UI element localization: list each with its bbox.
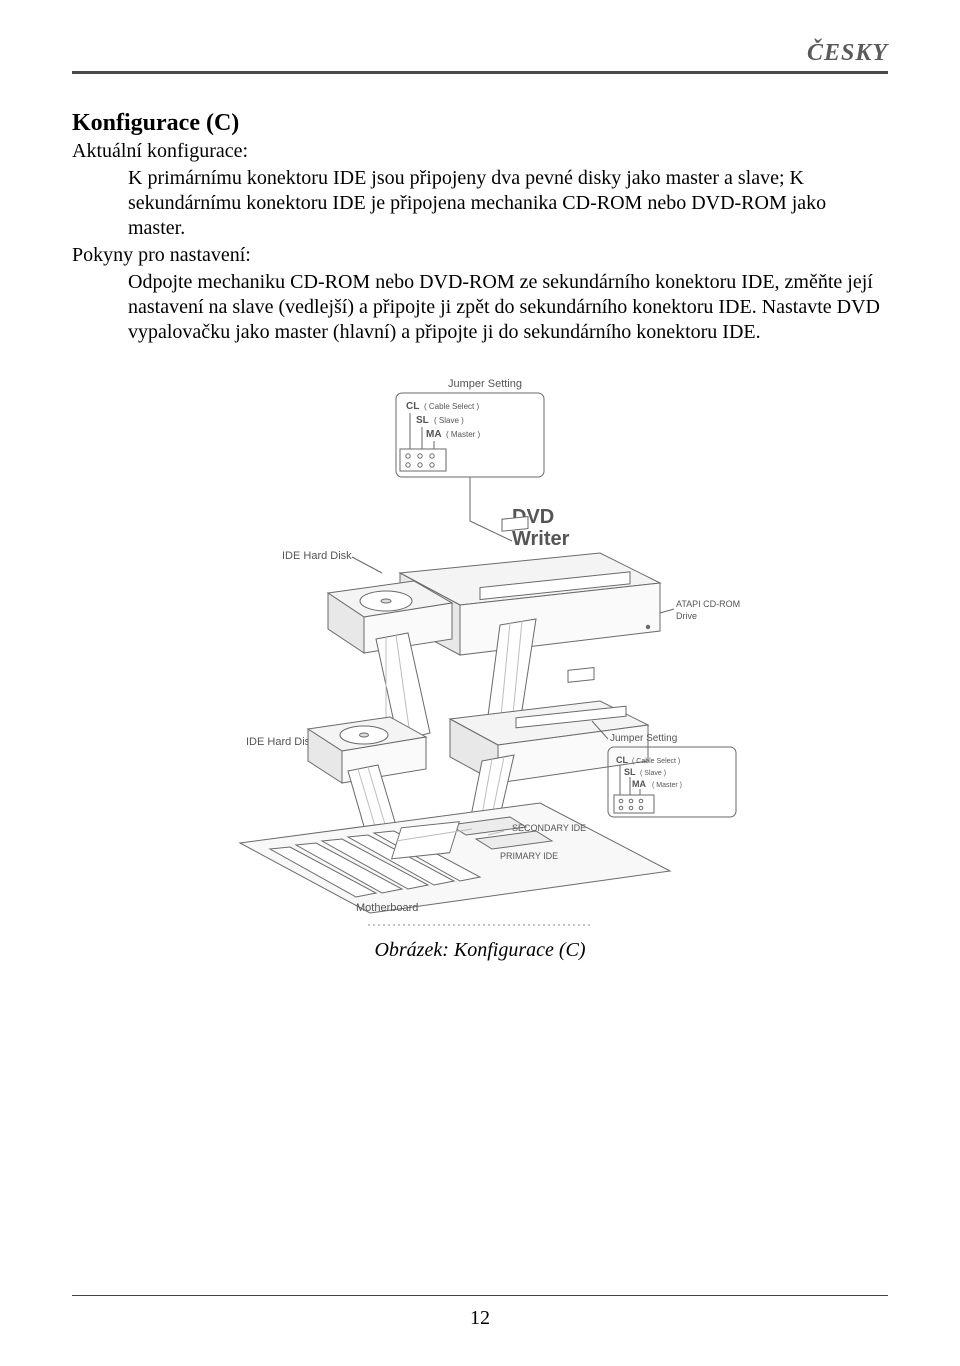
label-ma-desc: ( Master ) bbox=[446, 430, 481, 439]
instructions-label: Pokyny pro nastavení: bbox=[72, 243, 888, 268]
page-number: 12 bbox=[0, 1307, 960, 1330]
label-atapi-1: ATAPI CD-ROM bbox=[676, 599, 740, 609]
label-sl: SL bbox=[416, 415, 429, 426]
label-atapi-2: Drive bbox=[676, 611, 697, 621]
label-ma: MA bbox=[426, 429, 442, 440]
label-jumper-top: Jumper Setting bbox=[448, 378, 522, 390]
configuration-diagram: Jumper Setting CL ( Cable Select ) SL ( … bbox=[200, 373, 760, 933]
header-language: ČESKY bbox=[72, 40, 888, 67]
header-rule bbox=[72, 71, 888, 74]
label-primary-ide: PRIMARY IDE bbox=[500, 851, 558, 861]
label-cl2-desc: ( Cable Select ) bbox=[632, 758, 680, 765]
section-title: Konfigurace (C) bbox=[72, 110, 888, 137]
label-ma2-desc: ( Master ) bbox=[652, 782, 682, 789]
label-sl-desc: ( Slave ) bbox=[434, 416, 464, 425]
label-ma2: MA bbox=[632, 779, 646, 789]
label-motherboard: Motherboard bbox=[356, 902, 418, 914]
footer-rule bbox=[72, 1295, 888, 1296]
label-cl: CL bbox=[406, 401, 419, 412]
label-cl2: CL bbox=[616, 755, 628, 765]
label-cl-desc: ( Cable Select ) bbox=[424, 402, 479, 411]
instructions-body: Odpojte mechaniku CD-ROM nebo DVD-ROM ze… bbox=[128, 270, 888, 345]
label-dvd-2: Writer bbox=[512, 528, 570, 550]
current-config-label: Aktuální konfigurace: bbox=[72, 139, 888, 164]
label-secondary-ide: SECONDARY IDE bbox=[512, 823, 586, 833]
label-sl2: SL bbox=[624, 767, 636, 777]
label-jumper-bottom: Jumper Setting bbox=[610, 733, 677, 744]
label-hdd-bottom: IDE Hard Disk bbox=[246, 736, 316, 748]
label-sl2-desc: ( Slave ) bbox=[640, 770, 666, 777]
diagram-caption: Obrázek: Konfigurace (C) bbox=[72, 939, 888, 962]
label-hdd-top: IDE Hard Disk bbox=[282, 550, 352, 562]
current-config-body: K primárnímu konektoru IDE jsou připojen… bbox=[128, 166, 888, 241]
